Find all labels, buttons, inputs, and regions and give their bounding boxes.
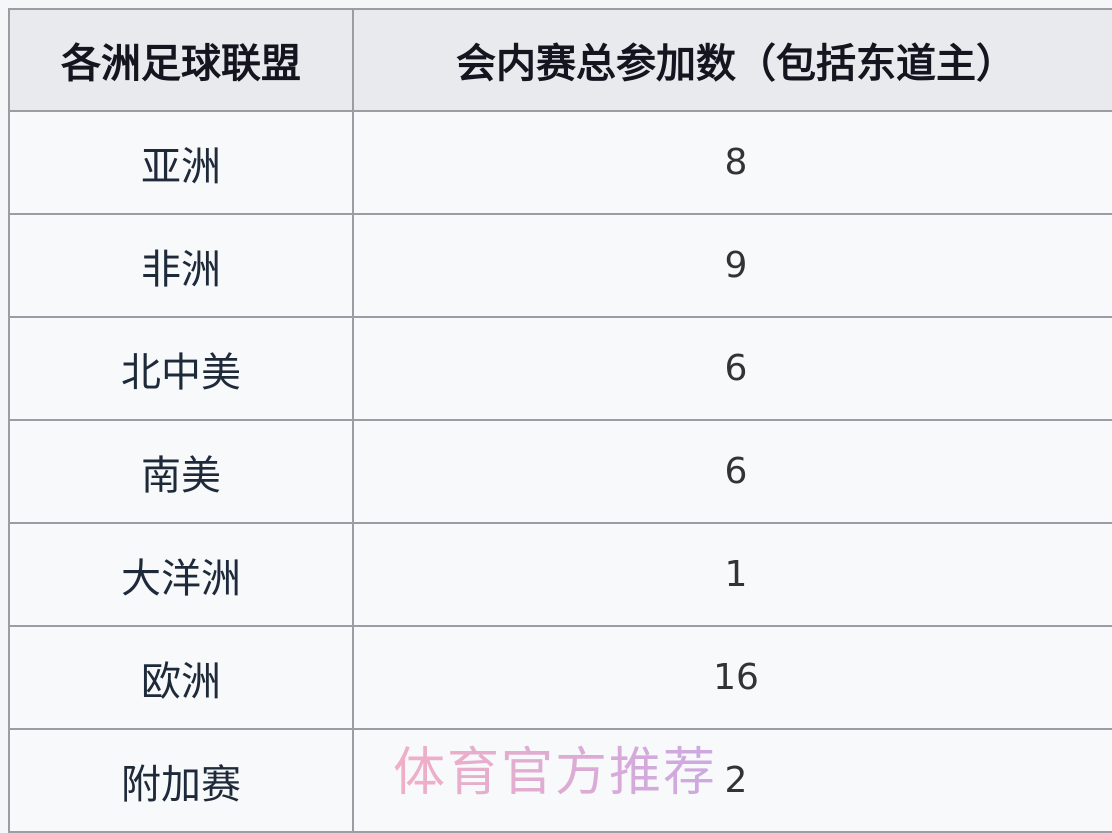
table-row: 大洋洲 1 (8, 522, 1112, 627)
table-row: 南美 6 (8, 419, 1112, 524)
confederation-slots-table: 各洲足球联盟 会内赛总参加数（包括东道主） 亚洲 8 非洲 9 北中美 6 南美 6 大… (8, 8, 1112, 833)
slots-cell: 9 (352, 213, 1112, 318)
confederation-cell: 非洲 (8, 213, 354, 318)
confederation-cell: 附加赛 (8, 728, 354, 833)
slots-cell: 1 (352, 522, 1112, 627)
slots-cell: 6 (352, 419, 1112, 524)
slots-cell: 6 (352, 316, 1112, 421)
confederation-cell: 北中美 (8, 316, 354, 421)
header-confederation: 各洲足球联盟 (8, 8, 354, 112)
confederation-cell: 大洋洲 (8, 522, 354, 627)
table-header-row: 各洲足球联盟 会内赛总参加数（包括东道主） (8, 8, 1112, 112)
slots-cell: 8 (352, 110, 1112, 215)
table-row: 北中美 6 (8, 316, 1112, 421)
header-total-slots: 会内赛总参加数（包括东道主） (352, 8, 1112, 112)
table-row: 欧洲 16 (8, 625, 1112, 730)
watermark: 体育官方推荐 (393, 730, 717, 805)
table-row: 亚洲 8 (8, 110, 1112, 215)
table-row: 非洲 9 (8, 213, 1112, 318)
confederation-cell: 南美 (8, 419, 354, 524)
confederation-cell: 欧洲 (8, 625, 354, 730)
confederation-cell: 亚洲 (8, 110, 354, 215)
slots-cell: 16 (352, 625, 1112, 730)
